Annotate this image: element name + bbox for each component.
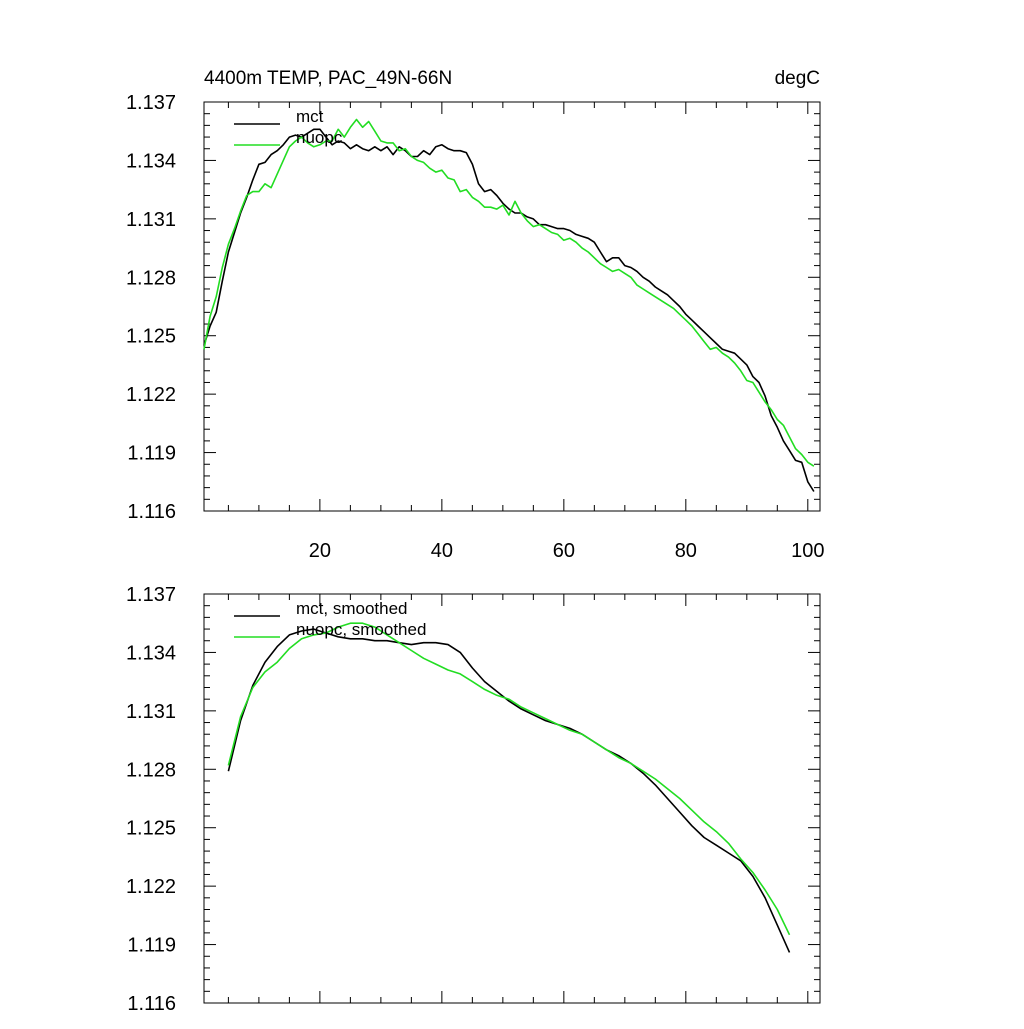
y-tick-label: 1.122 — [126, 876, 176, 898]
legend-label: mct — [296, 107, 324, 126]
y-tick-label: 1.119 — [127, 443, 176, 465]
y-tick-label: 1.137 — [126, 584, 176, 606]
y-tick-label: 1.131 — [126, 209, 176, 231]
panel-2: 1.116 1.119 1.122 1.125 1.128 1.131 1.134 1.137… — [126, 584, 821, 1015]
plot-frame — [203, 101, 821, 512]
units-label: degC — [775, 68, 820, 89]
y-tick-label: 1.134 — [126, 150, 176, 172]
y-tick-label: 1.116 — [127, 993, 176, 1015]
panel-1: 1.116 1.119 1.122 1.125 1.128 1.131 1.134 1.137… — [126, 68, 825, 562]
y-tick-label: 1.131 — [126, 701, 176, 723]
y-tick-label: 1.137 — [126, 92, 176, 114]
chart-title: 4400m TEMP, PAC_49N-66N — [204, 68, 452, 89]
series-line-mct-smoothed — [227, 628, 791, 953]
series-line-mct — [203, 128, 815, 492]
x-tick-label: 80 — [675, 540, 697, 562]
y-tick-label: 1.134 — [126, 642, 176, 664]
y-tick-label: 1.125 — [126, 818, 176, 840]
x-tick-label: 40 — [431, 540, 453, 562]
series-line-nuopc-smoothed — [227, 622, 791, 936]
y-tick-label: 1.128 — [126, 267, 176, 289]
plot-frame — [203, 593, 821, 1004]
y-tick-label: 1.116 — [127, 501, 176, 523]
x-tick-label: 100 — [791, 540, 824, 562]
axis-ticks — [204, 593, 820, 1004]
legend-label: nuopc — [296, 128, 343, 147]
x-tick-label: 20 — [309, 540, 331, 562]
y-tick-label: 1.128 — [126, 759, 176, 781]
x-tick-label: 60 — [553, 540, 575, 562]
legend: mct, smoothed nuopc, smoothed — [234, 599, 426, 639]
series-line-nuopc — [203, 118, 815, 467]
y-tick-label: 1.119 — [127, 935, 176, 957]
legend-label: nuopc, smoothed — [296, 620, 426, 639]
legend: mct nuopc — [234, 107, 343, 147]
axis-ticks — [204, 101, 820, 512]
legend-label: mct, smoothed — [296, 599, 408, 618]
y-tick-label: 1.122 — [126, 384, 176, 406]
y-tick-label: 1.125 — [126, 326, 176, 348]
